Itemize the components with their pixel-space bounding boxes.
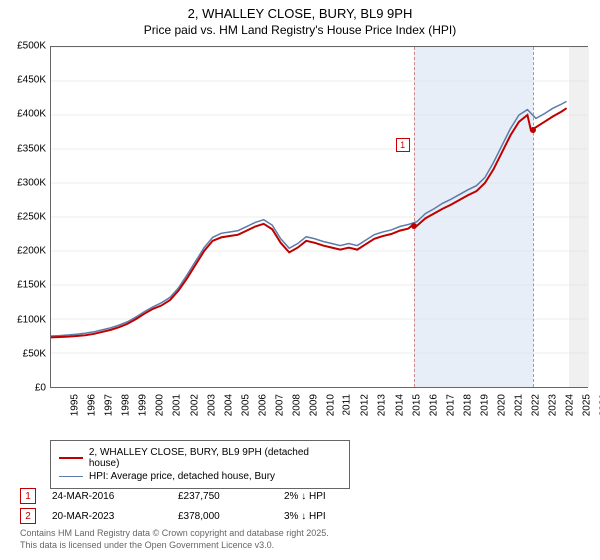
annotation-pct: 3% ↓ HPI [284, 511, 374, 522]
marker-dot [411, 223, 417, 229]
annotation-row: 1 24-MAR-2016 £237,750 2% ↓ HPI [20, 488, 374, 504]
series-hpi [51, 101, 567, 336]
x-tick-label: 2017 [445, 394, 456, 416]
y-tick-label: £500K [17, 41, 46, 52]
y-tick-label: £250K [17, 212, 46, 223]
x-tick-label: 2023 [547, 394, 558, 416]
footer-line2: This data is licensed under the Open Gov… [20, 540, 329, 552]
x-tick-label: 2008 [291, 394, 302, 416]
x-tick-label: 2013 [377, 394, 388, 416]
y-tick-label: £200K [17, 246, 46, 257]
x-tick-label: 1996 [86, 394, 97, 416]
legend-swatch [59, 457, 83, 459]
marker-dot [530, 127, 536, 133]
chart-title: 2, WHALLEY CLOSE, BURY, BL9 9PH Price pa… [0, 0, 600, 38]
title-address: 2, WHALLEY CLOSE, BURY, BL9 9PH [0, 6, 600, 23]
x-tick-label: 2005 [240, 394, 251, 416]
x-axis: 1995 1996 1997 1998 1999 2000 2001 2002 2003 2004… [50, 390, 588, 436]
legend-label: 2, WHALLEY CLOSE, BURY, BL9 9PH (detache… [89, 447, 341, 469]
y-tick-label: £400K [17, 109, 46, 120]
annotation-table: 1 24-MAR-2016 £237,750 2% ↓ HPI 2 20-MAR-2023… [20, 488, 374, 528]
footer-attribution: Contains HM Land Registry data © Crown c… [20, 528, 329, 551]
annotation-date: 20-MAR-2023 [52, 511, 162, 522]
y-axis: £0£50K£100K£150K£200K£250K£300K£350K£400… [0, 46, 48, 388]
marker-label: 1 [396, 138, 410, 152]
x-tick-label: 1998 [120, 394, 131, 416]
annotation-price: £378,000 [178, 511, 268, 522]
x-tick-label: 2021 [513, 394, 524, 416]
footer-line1: Contains HM Land Registry data © Crown c… [20, 528, 329, 540]
y-tick-label: £350K [17, 143, 46, 154]
legend-row: HPI: Average price, detached house, Bury [59, 471, 341, 482]
x-tick-label: 1999 [138, 394, 149, 416]
x-tick-label: 2018 [462, 394, 473, 416]
x-tick-label: 2025 [582, 394, 593, 416]
x-tick-label: 2001 [172, 394, 183, 416]
x-tick-label: 2000 [155, 394, 166, 416]
annotation-id-box: 1 [20, 488, 36, 504]
x-tick-label: 2024 [565, 394, 576, 416]
annotation-id-box: 2 [20, 508, 36, 524]
x-tick-label: 1997 [103, 394, 114, 416]
plot-area: 12 [50, 46, 588, 388]
annotation-date: 24-MAR-2016 [52, 491, 162, 502]
x-tick-label: 2010 [325, 394, 336, 416]
x-tick-label: 2012 [360, 394, 371, 416]
x-tick-label: 2020 [496, 394, 507, 416]
legend-label: HPI: Average price, detached house, Bury [89, 471, 275, 482]
title-subtitle: Price paid vs. HM Land Registry's House … [0, 23, 600, 39]
x-tick-label: 2016 [428, 394, 439, 416]
y-tick-label: £300K [17, 177, 46, 188]
x-tick-label: 2004 [223, 394, 234, 416]
annotation-price: £237,750 [178, 491, 268, 502]
legend-swatch [59, 476, 83, 477]
x-tick-label: 2002 [189, 394, 200, 416]
y-tick-label: £150K [17, 280, 46, 291]
series-price_paid [51, 108, 567, 337]
x-tick-label: 2022 [530, 394, 541, 416]
y-tick-label: £50K [23, 348, 46, 359]
x-tick-label: 2006 [257, 394, 268, 416]
annotation-pct: 2% ↓ HPI [284, 491, 374, 502]
legend: 2, WHALLEY CLOSE, BURY, BL9 9PH (detache… [50, 440, 350, 489]
x-tick-label: 1995 [69, 394, 80, 416]
legend-row: 2, WHALLEY CLOSE, BURY, BL9 9PH (detache… [59, 447, 341, 469]
y-tick-label: £100K [17, 314, 46, 325]
x-tick-label: 2019 [479, 394, 490, 416]
marker-line [414, 47, 415, 387]
x-tick-label: 2015 [411, 394, 422, 416]
x-tick-label: 2009 [308, 394, 319, 416]
chart-container: 2, WHALLEY CLOSE, BURY, BL9 9PH Price pa… [0, 0, 600, 560]
x-tick-label: 2011 [342, 394, 353, 416]
x-tick-label: 2003 [206, 394, 217, 416]
x-tick-label: 2007 [274, 394, 285, 416]
y-tick-label: £0 [35, 383, 46, 394]
chart-svg [51, 47, 587, 387]
marker-line [533, 47, 534, 387]
y-tick-label: £450K [17, 75, 46, 86]
annotation-row: 2 20-MAR-2023 £378,000 3% ↓ HPI [20, 508, 374, 524]
x-tick-label: 2014 [394, 394, 405, 416]
